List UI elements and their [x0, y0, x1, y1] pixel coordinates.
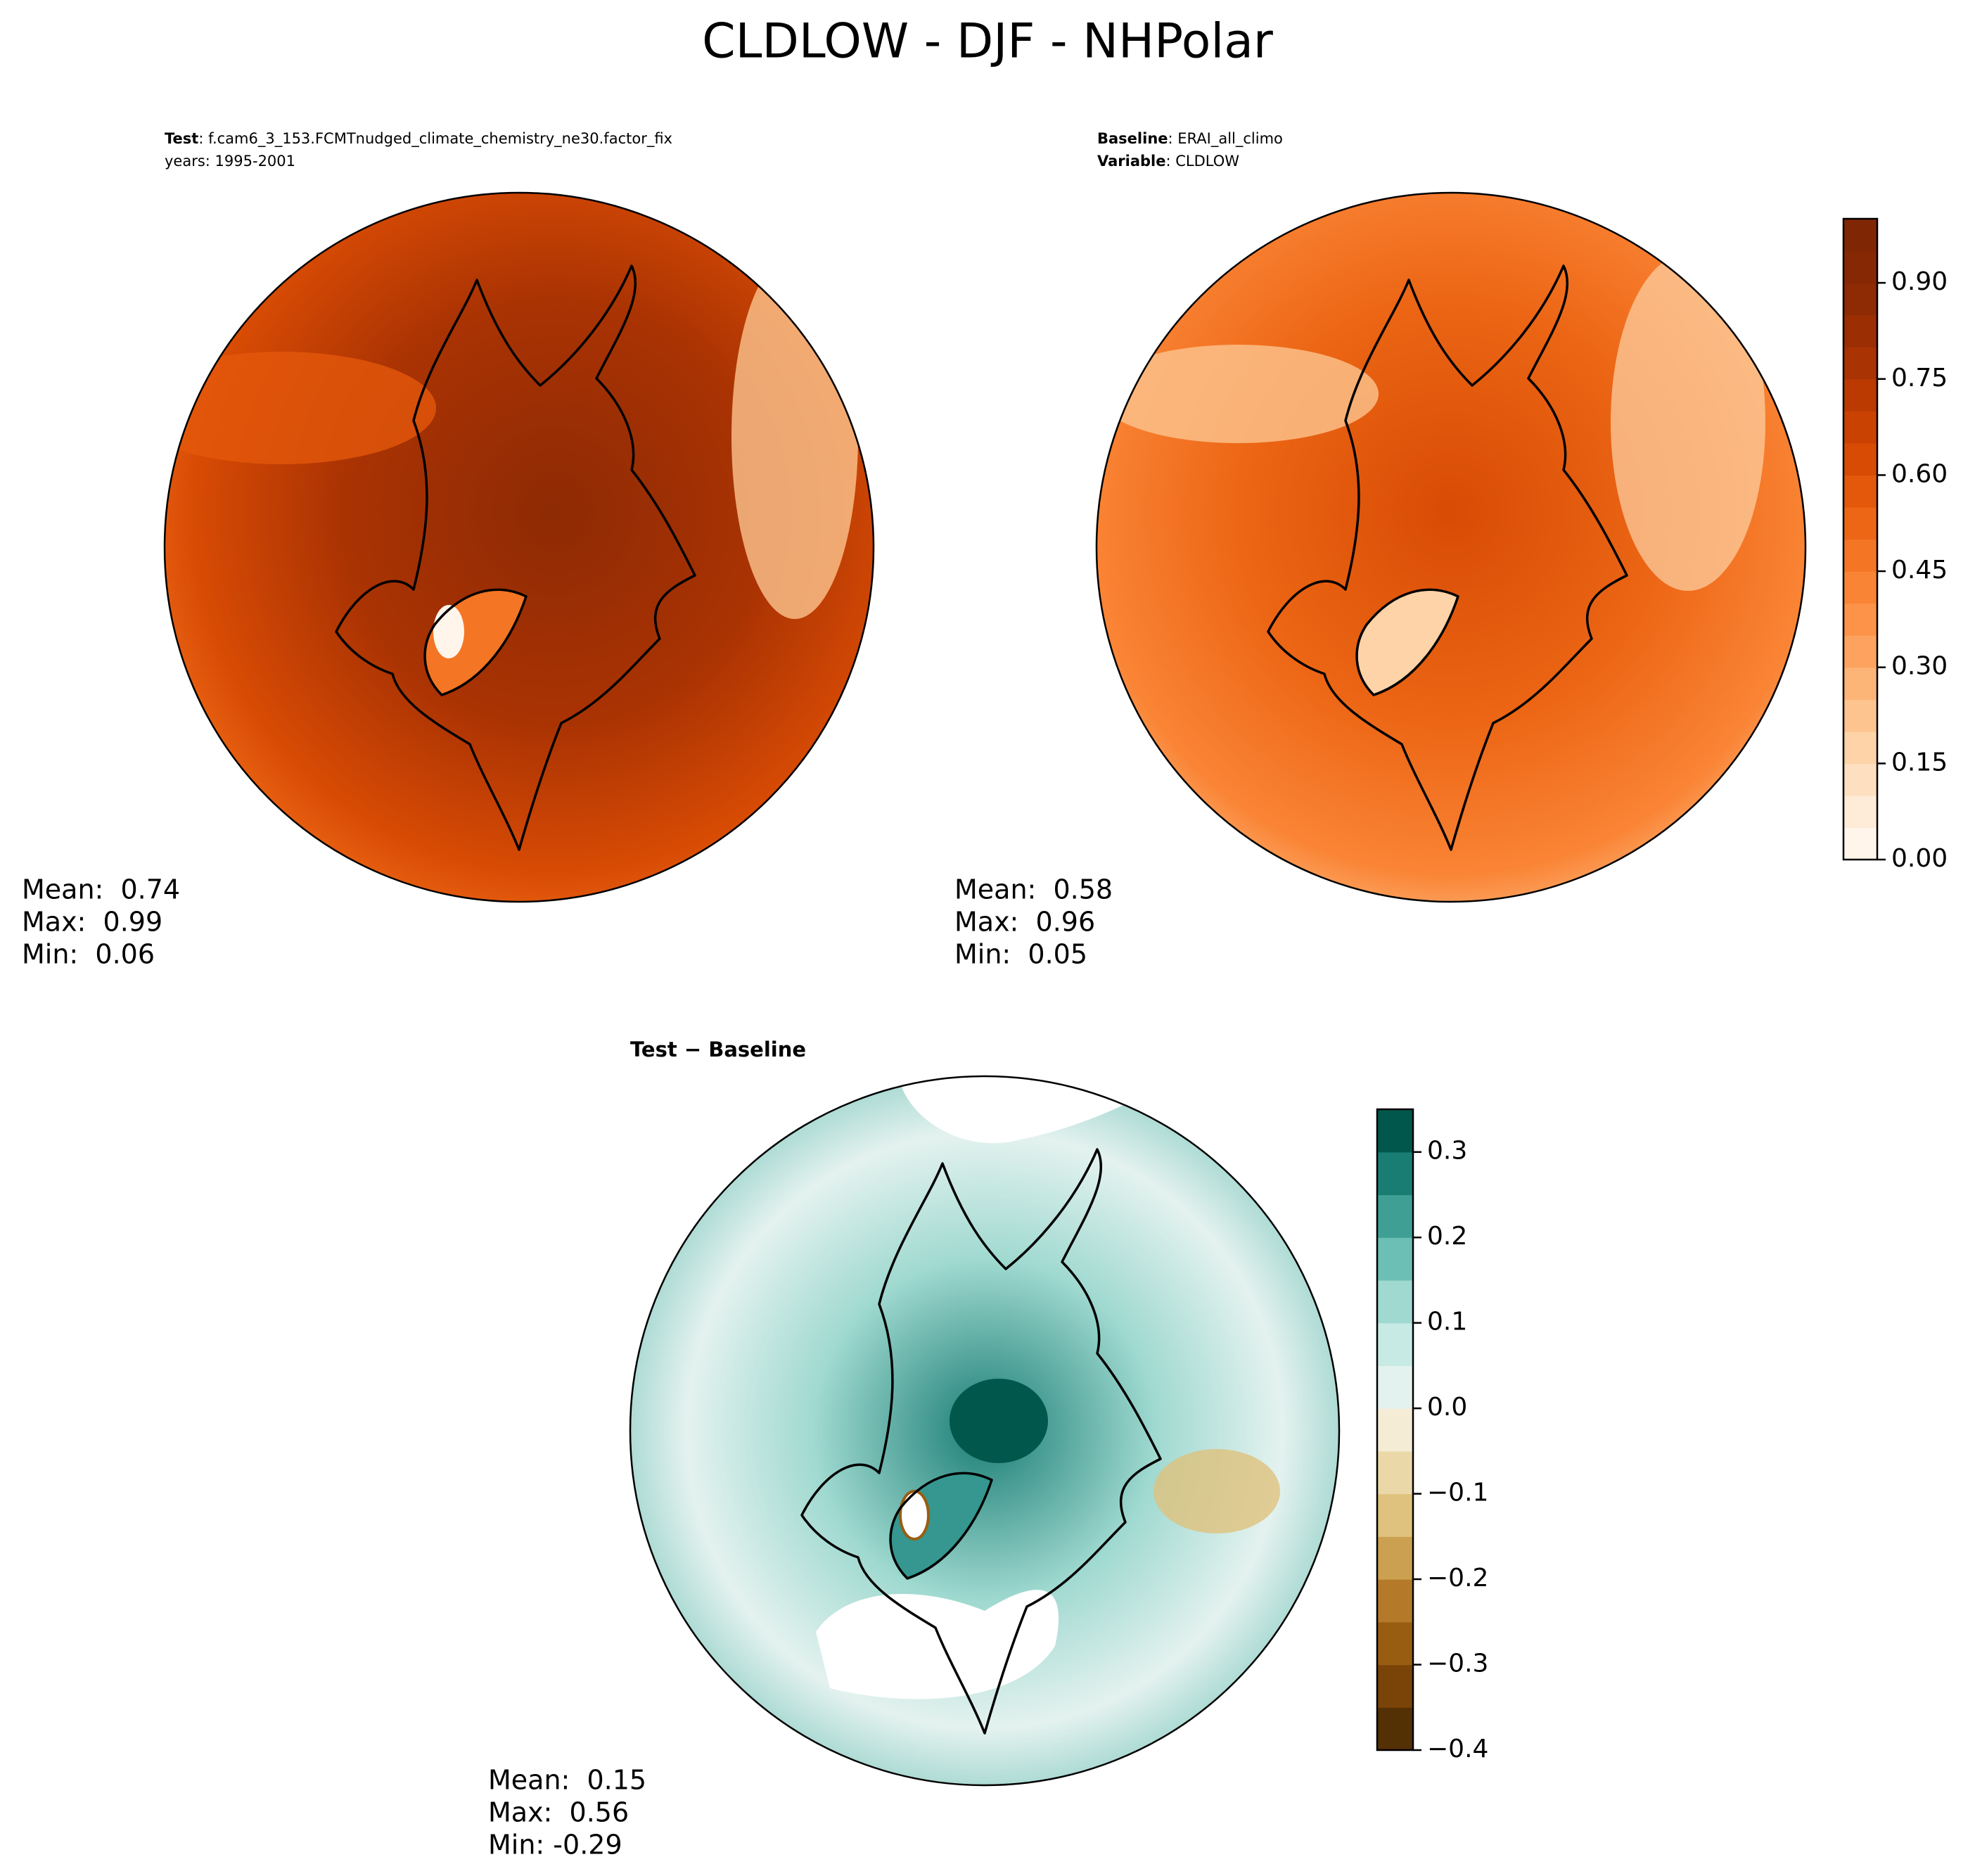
colorbar-level	[1377, 1621, 1413, 1666]
header-text: years: 1995-2001	[165, 153, 295, 170]
colorbar-level	[1377, 1109, 1413, 1153]
panel-header: Test − Baseline	[630, 1038, 806, 1061]
stat-line: Mean: 0.74	[22, 874, 180, 905]
colorbar-level	[1843, 731, 1877, 764]
panel-texts: Test: f.cam6_3_153.FCMTnudged_climate_ch…	[22, 130, 1283, 1861]
header-text: : ERAI_all_climo	[1168, 130, 1283, 148]
panel-header: Baseline: ERAI_all_climo	[1097, 130, 1283, 148]
colorbar-tick-label: 0.15	[1891, 748, 1948, 777]
colorbar-level	[1377, 1151, 1413, 1196]
colorbar-tick-label: −0.1	[1427, 1479, 1488, 1507]
panel-header: Variable: CLDLOW	[1097, 153, 1239, 170]
colorbar-level	[1377, 1707, 1413, 1751]
colorbar-tick-label: 0.30	[1891, 652, 1948, 681]
figure-title: CLDLOW - DJF - NHPolar	[702, 14, 1273, 70]
colorbar-tick-label: 0.90	[1891, 267, 1948, 296]
colorbar-level	[1843, 219, 1877, 252]
colorbar-level	[1377, 1664, 1413, 1708]
colorbars: 0.00 0.15 0.30 0.45 0.60 0.75 0.90 −0.4 −0.3 −0.2…	[1376, 217, 1948, 1763]
stat-line: Mean: 0.15	[488, 1765, 646, 1796]
colorbar-level	[1843, 795, 1877, 829]
colorbar-level	[1843, 603, 1877, 636]
colorbar-tick-label: 0.60	[1891, 459, 1948, 488]
colorbar-level	[1377, 1322, 1413, 1366]
colorbar-frame	[1842, 217, 1879, 861]
panel-header: years: 1995-2001	[165, 153, 295, 170]
stat-line: Min: 0.05	[954, 939, 1087, 970]
header-key: Variable	[1097, 153, 1165, 170]
colorbar-frame	[1376, 1108, 1414, 1751]
colorbar-level	[1377, 1194, 1413, 1238]
colorbar-level	[1843, 347, 1877, 380]
colorbar-level	[1843, 250, 1877, 283]
header-key: Baseline	[1097, 130, 1168, 147]
colorbar-level	[1843, 378, 1877, 411]
header-key: Test	[165, 130, 198, 147]
colorbar-level	[1843, 506, 1877, 540]
map-border	[629, 1075, 1341, 1787]
colorbar-level	[1843, 635, 1877, 668]
stat-line: Max: 0.96	[954, 907, 1095, 938]
panel-header: Test: f.cam6_3_153.FCMTnudged_climate_ch…	[165, 130, 672, 148]
map-difference	[630, 1076, 1339, 1785]
header-key: Test − Baseline	[630, 1038, 806, 1061]
colorbar-level	[1843, 283, 1877, 316]
map-baseline	[1097, 193, 1805, 902]
colorbar-level	[1377, 1493, 1413, 1537]
map-test	[165, 193, 874, 902]
header-text: : CLDLOW	[1165, 153, 1239, 170]
colorbar-tick-label: 0.0	[1427, 1393, 1467, 1422]
stat-line: Max: 0.56	[488, 1797, 629, 1828]
colorbar-level	[1843, 827, 1877, 860]
map-border	[1095, 191, 1807, 903]
colorbar-level	[1843, 442, 1877, 476]
colorbar-level	[1377, 1536, 1413, 1580]
colorbar-level	[1843, 475, 1877, 508]
colorbar-tick-label: 0.1	[1427, 1308, 1467, 1336]
colorbar-tick-label: 0.00	[1891, 844, 1948, 873]
colorbar-tick-label: −0.4	[1427, 1735, 1488, 1763]
colorbar-level	[1377, 1237, 1413, 1281]
stat-line: Min: 0.06	[22, 939, 155, 970]
colorbar-tick-label: −0.3	[1427, 1650, 1488, 1678]
stat-line: Mean: 0.58	[954, 874, 1113, 905]
colorbar-level	[1843, 411, 1877, 444]
stat-line: Min: -0.29	[488, 1830, 622, 1861]
colorbar-tick-label: 0.45	[1891, 556, 1948, 585]
colorbar-tick-label: 0.2	[1427, 1222, 1467, 1251]
colorbar-level	[1377, 1450, 1413, 1495]
colorbar-level	[1377, 1365, 1413, 1409]
colorbar-level	[1377, 1280, 1413, 1324]
colorbar-level	[1843, 571, 1877, 604]
colorbar-level	[1843, 667, 1877, 700]
colorbar-tick-label: 0.3	[1427, 1137, 1467, 1166]
stat-line: Max: 0.99	[22, 907, 162, 938]
colorbar-level	[1377, 1408, 1413, 1452]
header-text: : f.cam6_3_153.FCMTnudged_climate_chemis…	[198, 130, 672, 148]
colorbar-level	[1843, 314, 1877, 347]
colorbar-level	[1843, 699, 1877, 732]
colorbar-level	[1843, 539, 1877, 572]
colorbar-level	[1843, 763, 1877, 796]
colorbar-tick-label: 0.75	[1891, 364, 1948, 393]
map-border	[163, 191, 875, 903]
colorbar-tick-label: −0.2	[1427, 1564, 1488, 1593]
colorbar-level	[1377, 1579, 1413, 1623]
